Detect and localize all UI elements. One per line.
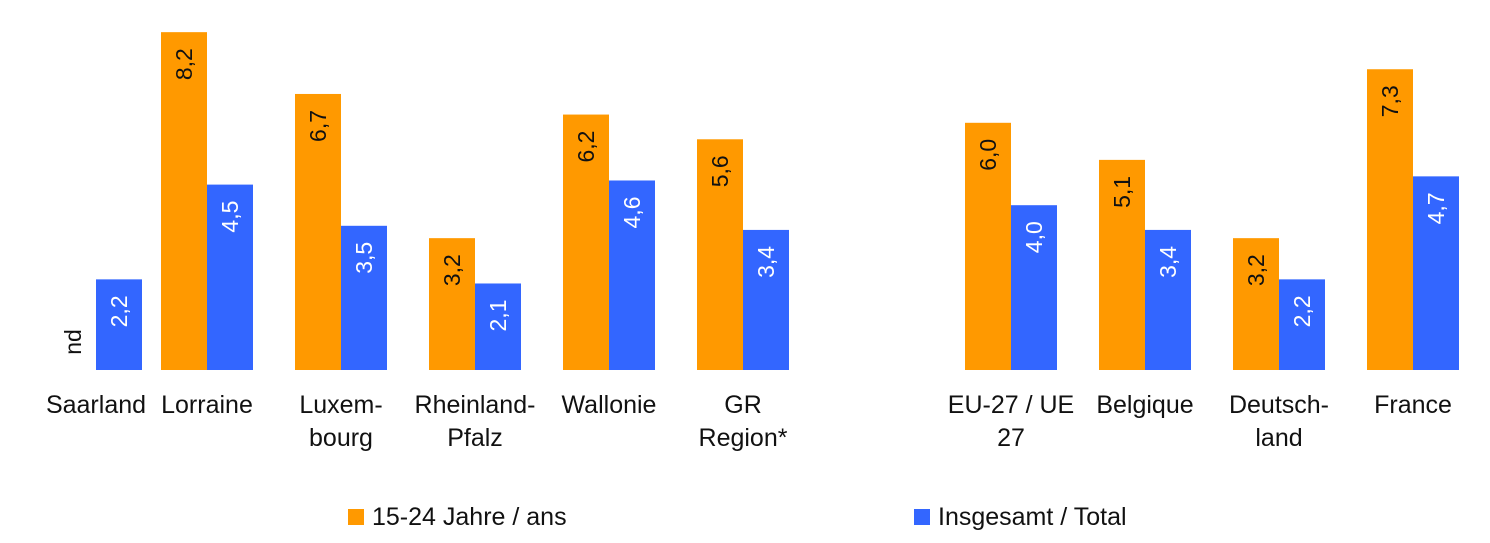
bar-value-label-g1-c3-s1: 4,7 (1423, 192, 1449, 224)
bar-labels-layer: nd 2,2 8,2 4,5 6,7 3,5 3,2 2,1 6,2 4,6 5,6 3,4 6,0 4,… (60, 48, 1449, 355)
bar-total-g0-c4-s1 (609, 180, 655, 370)
bar-youth-g0-c4-s0 (563, 114, 609, 370)
category-label-g1-c2-line1: land (1255, 424, 1302, 452)
bar-youth-g0-c2-s0 (295, 93, 341, 371)
legend-swatch-total (914, 509, 930, 525)
category-label-g0-c4-line0: Wallonie (562, 391, 657, 419)
bar-value-label-g1-c2-s1: 2,2 (1289, 295, 1315, 327)
bar-value-label-g0-c3-s1: 2,1 (485, 299, 511, 331)
bar-value-label-g0-c2-s1: 3,5 (351, 242, 377, 274)
bar-total-g1-c2-s1 (1279, 279, 1325, 370)
category-label-g0-c0-line0: Saarland (46, 391, 146, 419)
category-label-g1-c0-line1: 27 (997, 424, 1025, 452)
bar-youth-g1-c1-s0 (1099, 159, 1145, 370)
bar-value-label-g0-c4-s1: 4,6 (619, 196, 645, 228)
category-label-g0-c5-line0: GR (724, 391, 762, 419)
bar-value-label-g0-c1-s1: 4,5 (217, 201, 243, 233)
bar-youth-g1-c2-s0 (1233, 238, 1279, 370)
bar-total-g0-c5-s1 (743, 229, 789, 370)
bar-value-label-g1-c2-s0: 3,2 (1243, 254, 1269, 286)
bar-value-label-g1-c0-s0: 6,0 (975, 139, 1001, 171)
bar-missing-label-g0-c0-s0: nd (60, 329, 86, 355)
bar-value-label-g0-c0-s1: 2,2 (106, 295, 132, 327)
bar-youth-g0-c3-s0 (429, 238, 475, 370)
bars-layer (96, 32, 1459, 371)
bar-total-g1-c0-s1 (1011, 205, 1057, 370)
legend: 15-24 Jahre / ans Insgesamt / Total (348, 503, 1127, 531)
category-label-g0-c1-line0: Lorraine (161, 391, 253, 419)
bar-value-label-g0-c5-s1: 3,4 (753, 246, 779, 278)
bar-value-label-g0-c2-s0: 6,7 (305, 110, 331, 142)
category-label-g1-c2-line0: Deutsch- (1229, 391, 1329, 419)
category-label-g1-c3-line0: France (1374, 391, 1452, 419)
bar-youth-g1-c3-s0 (1367, 69, 1413, 371)
bar-total-g0-c2-s1 (341, 225, 387, 370)
bar-value-label-g0-c1-s0: 8,2 (171, 48, 197, 80)
bar-youth-g1-c0-s0 (965, 122, 1011, 370)
legend-label-youth: 15-24 Jahre / ans (372, 503, 567, 531)
bar-value-label-g1-c3-s0: 7,3 (1377, 85, 1403, 117)
bar-value-label-g0-c4-s0: 6,2 (573, 131, 599, 163)
legend-swatch-youth (348, 509, 364, 525)
category-labels-layer: Saarland Lorraine Luxem-bourg Rheinland- Pfa… (46, 391, 1452, 452)
bar-total-g0-c0-s1 (96, 279, 142, 370)
bar-value-label-g0-c5-s0: 5,6 (707, 155, 733, 187)
bar-value-label-g1-c1-s1: 3,4 (1155, 246, 1181, 278)
bar-total-g1-c3-s1 (1413, 176, 1459, 370)
category-label-g0-c2-line0: Luxem- (299, 391, 382, 419)
category-label-g1-c1-line0: Belgique (1096, 391, 1193, 419)
bar-value-label-g0-c3-s0: 3,2 (439, 254, 465, 286)
bar-value-label-g1-c0-s1: 4,0 (1021, 221, 1047, 253)
legend-label-total: Insgesamt / Total (938, 503, 1127, 531)
bar-total-g0-c3-s1 (475, 283, 521, 370)
category-label-g0-c3-line0: Rheinland- (415, 391, 536, 419)
category-label-g0-c3-line1: Pfalz (447, 424, 503, 452)
bar-total-g0-c1-s1 (207, 184, 253, 370)
bar-value-label-g1-c1-s0: 5,1 (1109, 176, 1135, 208)
category-label-g0-c5-line1: Region* (699, 424, 788, 452)
bar-youth-g0-c5-s0 (697, 139, 743, 370)
category-label-g1-c0-line0: EU-27 / UE (948, 391, 1074, 419)
bar-youth-g0-c1-s0 (161, 32, 207, 370)
bar-total-g1-c1-s1 (1145, 229, 1191, 370)
category-label-g0-c2-line1: bourg (309, 424, 373, 452)
